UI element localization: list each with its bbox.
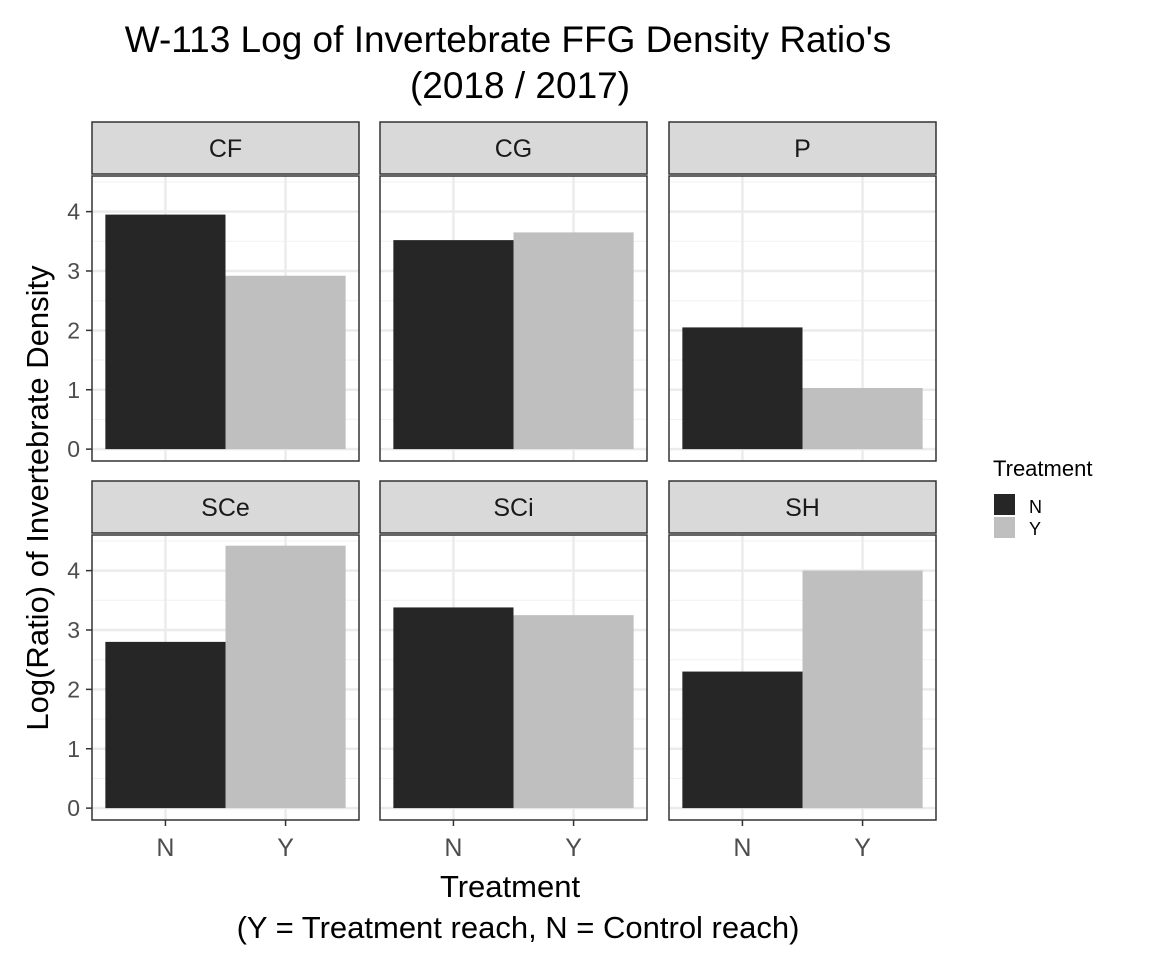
y-axis-label: Log(Ratio) of Invertebrate Density [20,265,55,731]
bar-p-n [682,327,803,450]
facet-panel-cf: CF 0 1 2 3 4 [67,121,360,462]
bar-sh-y [802,570,923,809]
chart-subtitle: (2018 / 2017) [410,65,630,106]
panel-border [668,175,937,462]
panel-border [668,534,937,821]
panel-border [91,534,360,821]
y-tick-label: 1 [67,377,80,403]
x-tick-label: N [156,834,174,862]
y-tick-label: 4 [67,199,80,225]
x-axis-label: Treatment [440,869,581,904]
chart-title: W-113 Log of Invertebrate FFG Density Ra… [125,19,892,60]
y-tick-label: 2 [67,676,80,702]
facet-panel-sh: SH N Y [668,480,937,862]
x-tick-label: Y [565,834,582,862]
facet-strip [668,480,937,534]
facet-strip [668,121,937,175]
panel-border [379,534,648,821]
facet-strip-label: SCi [493,494,533,522]
x-axis-sublabel: (Y = Treatment reach, N = Control reach) [237,910,800,945]
x-tick-label: Y [277,834,294,862]
y-tick-label: 2 [67,317,80,343]
y-tick-label: 4 [67,558,80,584]
bar-sce-n [105,641,226,809]
facet-panel-sci: SCi N Y [379,480,648,862]
bar-cf-n [105,214,226,450]
facet-strip-label: P [794,135,811,163]
facet-strip-label: CG [495,135,533,163]
facet-strip-label: SH [785,494,820,522]
bar-sci-y [513,615,634,809]
legend: Treatment N Y [993,456,1092,539]
bar-cg-y [513,232,634,450]
y-tick-label: 1 [67,736,80,762]
bar-sh-n [682,671,803,809]
bar-p-y [802,387,923,450]
panel-border [91,175,360,462]
x-tick-label: Y [854,834,871,862]
facet-panel-sce: SCe 0 1 2 3 4 N Y [67,480,360,862]
x-tick-label: N [733,834,751,862]
bar-sci-n [393,607,514,809]
facet-strip [91,480,360,534]
legend-label-y: Y [1029,519,1041,539]
bar-cf-y [225,275,346,450]
legend-label-n: N [1029,497,1042,517]
legend-swatch-n [994,494,1015,515]
facet-strip-label: SCe [201,494,250,522]
bar-cg-n [393,240,514,450]
facet-strip-label: CF [209,135,242,163]
legend-title: Treatment [993,456,1092,481]
facet-panels: CF 0 1 2 3 4 CG P SCe 0 1 2 3 4 N Y SCi N Y SH N Y [67,121,937,862]
bar-sce-y [225,545,346,809]
legend-swatch-y [994,517,1015,538]
y-tick-label: 3 [67,258,80,284]
y-tick-label: 0 [67,436,80,462]
x-tick-label: N [444,834,462,862]
facet-strip [379,121,648,175]
y-tick-label: 0 [67,795,80,821]
facet-strip [91,121,360,175]
y-tick-label: 3 [67,617,80,643]
facet-panel-cg: CG [379,121,648,462]
facet-panel-p: P [668,121,937,462]
facet-strip [379,480,648,534]
panel-border [379,175,648,462]
